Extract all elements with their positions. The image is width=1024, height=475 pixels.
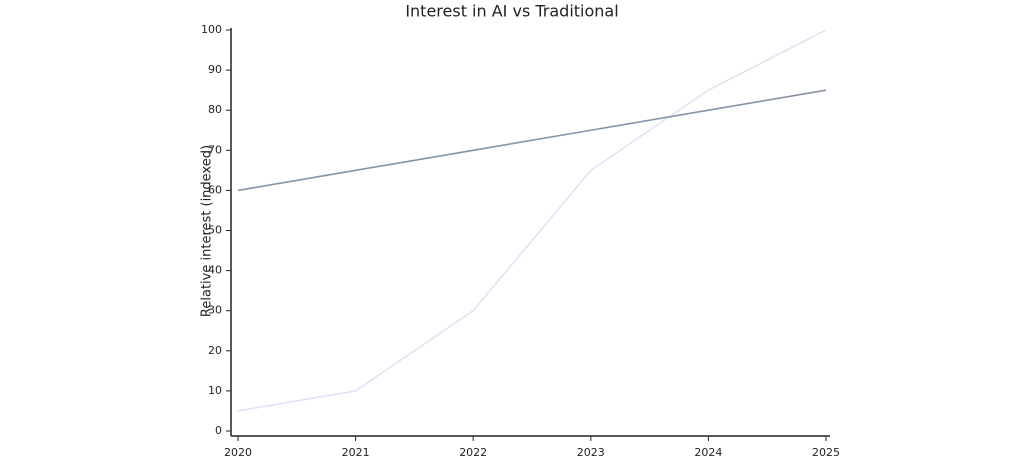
y-tick-label: 90 [208, 63, 222, 76]
x-tick-label: 2024 [694, 446, 722, 459]
x-tick-label: 2022 [459, 446, 487, 459]
x-tick-label: 2025 [812, 446, 840, 459]
y-tick-label: 50 [208, 224, 222, 237]
y-tick-label: 100 [201, 23, 222, 36]
x-tick-label: 2021 [342, 446, 370, 459]
y-tick-label: 10 [208, 384, 222, 397]
y-tick-label: 20 [208, 344, 222, 357]
y-tick-label: 30 [208, 304, 222, 317]
y-tick-label: 70 [208, 143, 222, 156]
y-tick-label: 40 [208, 264, 222, 277]
x-tick-label: 2023 [577, 446, 605, 459]
y-axis-label: Relative interest (indexed) [200, 145, 215, 317]
x-tick-label: 2020 [224, 446, 252, 459]
chart-title: Interest in AI vs Traditional [405, 2, 618, 21]
y-tick-label: 0 [215, 424, 222, 437]
line-series [237, 89, 827, 192]
y-tick-label: 60 [208, 183, 222, 196]
y-tick-label: 80 [208, 103, 222, 116]
line-series [237, 29, 827, 412]
